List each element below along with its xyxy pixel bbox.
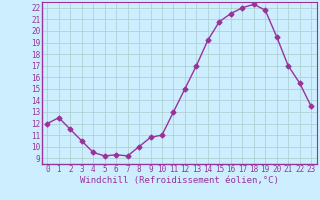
X-axis label: Windchill (Refroidissement éolien,°C): Windchill (Refroidissement éolien,°C) — [80, 176, 279, 185]
